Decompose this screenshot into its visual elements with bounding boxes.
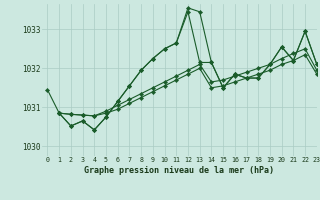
X-axis label: Graphe pression niveau de la mer (hPa): Graphe pression niveau de la mer (hPa) (84, 166, 274, 175)
